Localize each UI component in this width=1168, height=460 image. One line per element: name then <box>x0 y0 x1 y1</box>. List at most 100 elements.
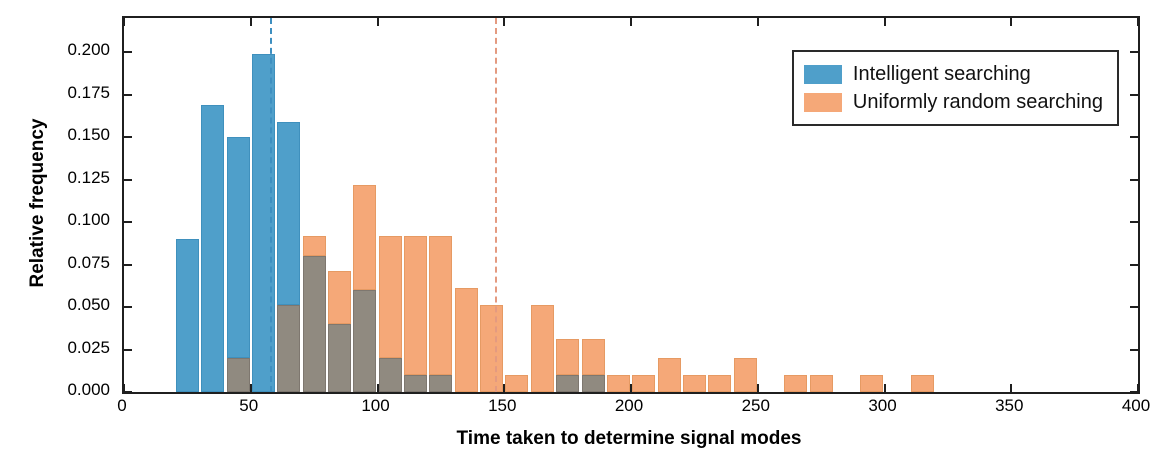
x-tick <box>1010 18 1013 26</box>
histogram-bar <box>328 324 351 392</box>
histogram-bar <box>353 184 377 290</box>
x-tick-label: 0 <box>117 396 127 415</box>
y-tick <box>1130 263 1138 266</box>
x-tick-label: 250 <box>741 396 770 415</box>
plot-area: Intelligent searching Uniformly random s… <box>122 16 1140 394</box>
histogram-bar <box>378 358 402 392</box>
x-tick-label: 350 <box>995 396 1024 415</box>
y-tick-label: 0.175 <box>67 82 110 102</box>
histogram-bar <box>860 375 884 392</box>
y-tick <box>1130 348 1138 351</box>
y-tick <box>124 178 132 181</box>
y-tick <box>1130 391 1138 393</box>
y-tick-label: 0.050 <box>67 295 110 314</box>
x-tick <box>123 18 125 26</box>
x-tick <box>123 384 125 392</box>
histogram-bar <box>556 339 580 375</box>
x-tick-label: 50 <box>239 396 259 415</box>
histogram-bar <box>606 375 630 392</box>
y-tick <box>124 263 132 266</box>
x-tick-label: 150 <box>488 396 517 415</box>
legend-swatch-intelligent <box>803 64 842 84</box>
x-tick <box>376 18 379 26</box>
y-tick <box>124 136 132 138</box>
y-tick-label: 0.150 <box>67 125 110 144</box>
histogram-bar <box>454 288 478 392</box>
x-tick-label: 400 <box>1121 396 1151 415</box>
legend-label: Intelligent searching <box>852 62 1031 85</box>
histogram-bar <box>581 339 605 375</box>
x-tick <box>756 18 759 26</box>
x-tick-label: 300 <box>868 396 897 415</box>
histogram-bar <box>657 358 681 392</box>
histogram-bar <box>632 375 656 392</box>
x-tick-label: 100 <box>361 396 390 415</box>
histogram-bar <box>277 121 301 306</box>
y-tick-label: 0.075 <box>67 252 110 272</box>
x-tick <box>883 384 886 392</box>
histogram-bar <box>226 137 250 358</box>
y-tick <box>124 51 132 53</box>
x-tick <box>883 18 886 26</box>
x-tick <box>376 384 379 392</box>
y-tick <box>1130 178 1138 181</box>
histogram-bar <box>708 375 732 392</box>
histogram-bar <box>201 104 225 392</box>
legend: Intelligent searching Uniformly random s… <box>791 50 1119 126</box>
x-tick <box>1137 18 1139 26</box>
histogram-bar <box>252 53 275 392</box>
y-tick <box>1130 306 1138 308</box>
histogram-bar <box>302 235 326 256</box>
y-tick-label: 0.200 <box>67 40 110 59</box>
histogram-bar <box>530 305 554 392</box>
histogram-bar <box>353 290 377 392</box>
histogram-bar <box>302 256 326 392</box>
y-tick-label: 0.100 <box>67 210 110 229</box>
histogram-bar <box>429 375 453 392</box>
x-tick <box>503 384 506 392</box>
histogram-bar <box>429 235 453 375</box>
x-tick <box>503 18 506 26</box>
histogram-bar <box>480 305 504 392</box>
histogram-bar <box>784 375 808 392</box>
y-tick-label: 0.025 <box>67 337 110 357</box>
y-tick <box>1130 221 1138 223</box>
y-tick-label: 0.125 <box>67 167 110 187</box>
histogram-bar <box>175 239 199 392</box>
mean-line-random <box>495 18 498 392</box>
x-tick <box>249 384 252 392</box>
y-tick <box>124 306 132 308</box>
y-tick <box>124 221 132 223</box>
legend-item: Intelligent searching <box>803 60 1103 88</box>
mean-line-intelligent <box>270 18 273 392</box>
histogram-bar <box>404 375 428 392</box>
y-tick <box>1130 51 1138 53</box>
histogram-bar <box>505 375 529 392</box>
histogram-bar <box>378 235 402 358</box>
legend-item: Uniformly random searching <box>803 88 1103 116</box>
y-tick <box>124 348 132 351</box>
x-tick-label: 200 <box>614 396 644 415</box>
histogram-bar <box>556 375 580 392</box>
histogram-bar <box>809 375 833 392</box>
histogram-bar <box>733 358 757 392</box>
y-tick <box>124 93 132 96</box>
y-tick-label: 0.000 <box>67 380 110 399</box>
x-tick <box>630 384 632 392</box>
legend-label: Uniformly random searching <box>852 90 1103 113</box>
y-tick <box>124 391 132 393</box>
histogram-bar <box>328 271 351 324</box>
x-tick <box>249 18 252 26</box>
y-tick <box>1130 136 1138 138</box>
x-tick <box>1137 384 1139 392</box>
histogram-bar <box>404 235 428 375</box>
x-tick <box>756 384 759 392</box>
histogram-bar <box>581 375 605 392</box>
y-tick <box>1130 93 1138 96</box>
histogram-bar <box>682 375 706 392</box>
x-tick <box>630 18 632 26</box>
x-axis-label: Time taken to determine signal modes <box>456 428 802 449</box>
x-tick <box>1010 384 1013 392</box>
histogram-bar <box>277 305 301 392</box>
